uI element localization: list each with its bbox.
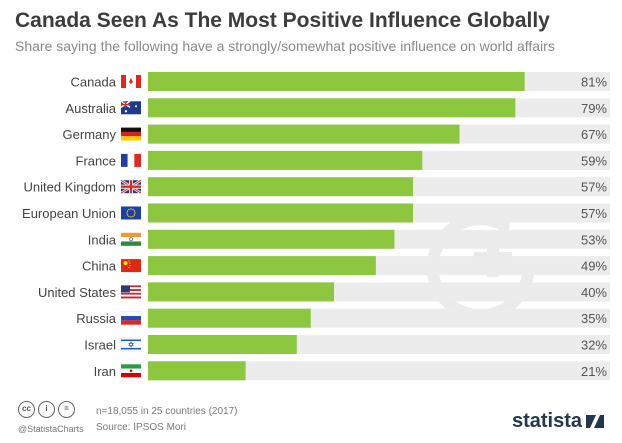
bar-row: China 49%: [82, 256, 610, 276]
chart-title: Canada Seen As The Most Positive Influen…: [15, 9, 550, 32]
bar-row: France 59%: [76, 150, 610, 170]
canada-flag-icon: [121, 75, 141, 88]
category-label: Canada: [70, 75, 116, 90]
chart-subtitle: Share saying the following have a strong…: [15, 38, 555, 54]
value-label: 49%: [581, 259, 607, 274]
france-flag-icon: [121, 153, 141, 167]
category-label: China: [82, 259, 117, 274]
bar: [148, 282, 334, 302]
germany-flag-icon: [121, 127, 141, 141]
iran-flag-icon: [121, 364, 141, 378]
category-label: France: [76, 153, 116, 168]
bar-chart: Canada 81% Australia 79% Germany 67% France 59%…: [22, 72, 610, 381]
bar-row: India 53%: [88, 229, 610, 249]
bar: [148, 229, 395, 249]
category-label: Russia: [76, 311, 117, 326]
australia-flag-icon: [120, 100, 141, 115]
category-label: United States: [38, 285, 117, 300]
category-label: India: [88, 232, 117, 247]
value-label: 21%: [581, 364, 607, 379]
value-label: 40%: [581, 285, 607, 300]
category-label: Germany: [63, 127, 117, 142]
category-label: United Kingdom: [24, 180, 117, 195]
bar: [148, 98, 516, 118]
bar: [148, 124, 460, 144]
value-label: 57%: [581, 206, 607, 221]
attribution-icon: i: [38, 401, 55, 418]
china-flag-icon: [121, 259, 141, 273]
india-flag-icon: [121, 232, 141, 246]
category-label: Israel: [84, 338, 116, 353]
bar-row: Canada 81%: [70, 72, 610, 91]
value-label: 57%: [581, 180, 607, 195]
usa-flag-icon: [121, 285, 141, 299]
bar: [148, 177, 414, 197]
bar-row: United States 40%: [38, 282, 610, 302]
bar-row: European Union 57%: [22, 203, 610, 223]
bar-row: United Kingdom 57%: [24, 177, 610, 197]
no-derivatives-icon: =: [58, 401, 75, 418]
bar-row: Israel 32%: [84, 335, 610, 354]
value-label: 81%: [581, 75, 607, 90]
bar: [148, 72, 525, 91]
bar-row: Russia 35%: [76, 308, 610, 328]
statista-logo[interactable]: statista: [512, 410, 604, 433]
bar: [148, 361, 246, 381]
source-note: Source: IPSOS Mori: [96, 422, 187, 433]
value-label: 35%: [581, 311, 607, 326]
value-label: 32%: [581, 338, 607, 353]
eu-flag-icon: [121, 206, 141, 220]
twitter-handle[interactable]: @StatistaCharts: [18, 424, 84, 434]
category-label: Iran: [94, 364, 116, 379]
value-label: 79%: [581, 101, 607, 116]
bar-row: Iran 21%: [94, 361, 610, 381]
sample-note: n=18,055 in 25 countries (2017): [96, 406, 238, 417]
license-icons: cc i =: [18, 401, 75, 418]
category-label: Australia: [65, 101, 116, 116]
russia-flag-icon: [120, 311, 142, 325]
bar: [148, 203, 414, 223]
statista-logo-icon: [586, 415, 604, 428]
bar: [148, 256, 376, 276]
logo-text: statista: [511, 410, 582, 432]
bar: [148, 308, 311, 328]
value-label: 67%: [581, 127, 607, 142]
creative-commons-icon: cc: [18, 401, 35, 418]
value-label: 53%: [581, 232, 607, 247]
bar-row: Australia 79%: [65, 98, 610, 118]
uk-flag-icon: [120, 179, 142, 195]
value-label: 59%: [581, 153, 607, 168]
bar: [148, 335, 297, 354]
israel-flag-icon: [120, 337, 142, 352]
bar: [148, 150, 423, 170]
category-label: European Union: [22, 206, 116, 221]
bar-track: [148, 361, 610, 381]
bar-row: Germany 67%: [63, 124, 610, 144]
